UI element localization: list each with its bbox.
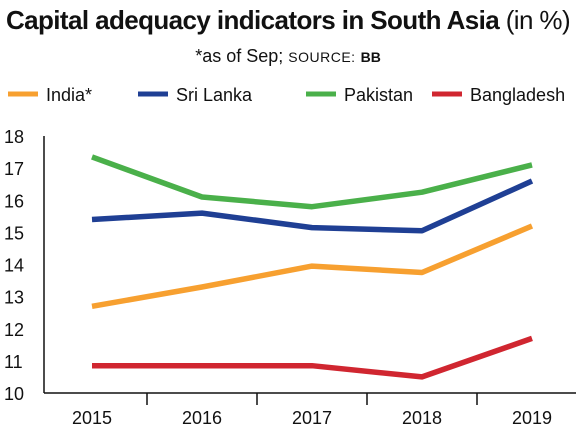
y-tick-label: 17 [4,159,24,179]
y-tick-label: 12 [4,320,24,340]
y-tick-label: 16 [4,191,24,211]
x-tick-label: 2017 [292,408,332,428]
series-line-bangladesh [92,335,533,380]
series-line-india [91,223,534,310]
y-tick-label: 13 [4,288,24,308]
x-tick-label: 2016 [182,408,222,428]
y-tick-label: 10 [4,384,24,404]
legend-label-pakistan: Pakistan [344,85,413,105]
chart-axes [43,136,576,405]
chart-title: Capital adequacy indicators in South Asi… [0,2,576,38]
x-axis-ticks: 2015 2016 2017 2018 2019 [72,408,552,428]
source-value: BB [360,49,381,65]
x-tick-label: 2019 [512,408,552,428]
series-line-pakistan [91,154,533,210]
chart-title-main: Capital adequacy indicators in South Asi… [5,5,500,35]
subtitle-note: *as of Sep; [195,46,284,66]
y-tick-label: 14 [4,256,24,276]
chart-title-unit: (in %) [505,5,571,35]
legend-label-india: India* [46,85,92,105]
series-lines [91,154,534,380]
y-tick-label: 18 [4,127,24,147]
x-tick-label: 2018 [402,408,442,428]
source-label: SOURCE: [288,49,356,65]
series-line-sri-lanka [91,178,534,234]
y-axis-ticks: 10 11 12 13 14 15 16 17 18 [4,127,24,404]
y-tick-label: 11 [4,352,23,372]
y-tick-label: 15 [4,223,24,243]
chart-subtitle: *as of Sep; SOURCE: BB [0,45,576,68]
legend-label-sri-lanka: Sri Lanka [176,85,253,105]
legend-label-bangladesh: Bangladesh [470,85,565,105]
chart-legend: India* Sri Lanka Pakistan Bangladesh [8,85,565,105]
x-tick-label: 2015 [72,408,112,428]
